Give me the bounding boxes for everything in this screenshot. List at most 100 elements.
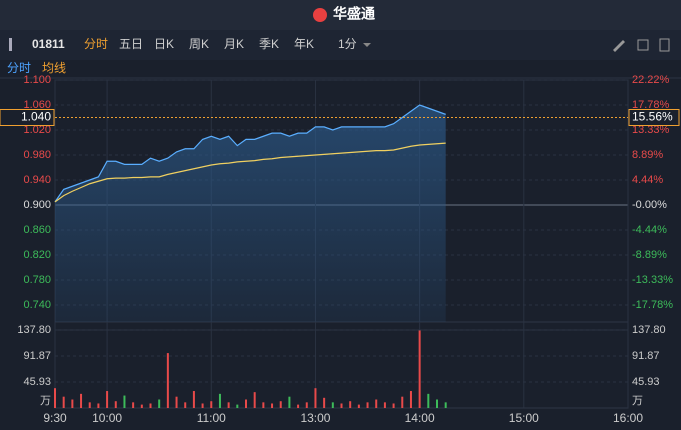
tab[interactable]: 日K [154, 37, 174, 51]
volume-bar [340, 403, 343, 408]
volume-bar [210, 401, 213, 408]
side-icon[interactable] [659, 38, 670, 52]
dropdown-icon[interactable] [363, 43, 371, 47]
y-tick-label: 1.100 [23, 74, 51, 86]
volume-bar [88, 402, 91, 408]
y2-tick-label: 4.44% [632, 174, 663, 186]
volume-tick-label: 137.80 [17, 324, 51, 336]
tab[interactable]: 年K [294, 37, 314, 51]
collapse-icon[interactable] [9, 38, 12, 51]
volume-bar [140, 404, 143, 408]
y2-tick-label: 8.89% [632, 149, 663, 161]
tab[interactable]: 周K [189, 37, 209, 51]
volume-bar [357, 404, 360, 408]
volume-unit: 万 [40, 395, 51, 407]
volume-bar [305, 402, 308, 408]
volume-bar [297, 404, 300, 408]
logo-icon [313, 8, 327, 22]
y-tick-label: 1.060 [23, 99, 51, 111]
x-tick-label: 9:30 [43, 411, 67, 425]
y2-tick-label: -13.33% [632, 274, 673, 286]
volume-tick-label: 45.93 [23, 376, 51, 388]
y-tick-label: 0.940 [23, 174, 51, 186]
volume-bar [236, 404, 239, 408]
volume-bar [288, 396, 291, 408]
y-tick-label: 0.980 [23, 149, 51, 161]
volume-bar [262, 402, 265, 408]
y2-tick-label: -8.89% [632, 249, 667, 261]
toolbar [0, 30, 681, 60]
volume-bar [401, 396, 404, 408]
x-tick-label: 15:00 [509, 411, 539, 425]
volume-bar [331, 402, 334, 408]
volume-bar [132, 402, 135, 408]
y2-tick-label: -17.78% [632, 299, 673, 311]
volume-bar [218, 393, 221, 408]
y2-tick-label: -0.00% [632, 199, 667, 211]
volume-tick-label: 91.87 [23, 350, 51, 362]
volume-bar [392, 403, 395, 408]
y-tick-label: 0.900 [23, 199, 51, 211]
volume-bar [97, 403, 100, 408]
current-change-box [628, 109, 680, 126]
volume-unit-right: 万 [632, 395, 643, 407]
series-line [54, 104, 446, 203]
volume-bar [279, 401, 282, 408]
tab[interactable]: 分时 [84, 37, 108, 51]
volume-bar [271, 403, 274, 408]
volume-tick-label-right: 45.93 [632, 376, 660, 388]
volume-bar [375, 399, 378, 408]
brand: 华盛通 [333, 6, 375, 22]
tab[interactable]: 季K [259, 37, 279, 51]
volume-bar [409, 391, 412, 408]
stock-code: 01811 [32, 37, 65, 51]
volume-bar [418, 330, 421, 408]
volume-bar [427, 393, 430, 408]
x-tick-label: 13:00 [300, 411, 330, 425]
current-price-label: 1.040 [21, 110, 51, 124]
y2-tick-label: 13.33% [632, 124, 670, 136]
tab[interactable]: 月K [224, 37, 244, 51]
edit-icon[interactable] [613, 40, 625, 52]
volume-bar [166, 353, 169, 408]
volume-bar [106, 391, 109, 408]
volume-bar [253, 392, 256, 408]
interval[interactable]: 1分 [338, 37, 357, 51]
y2-tick-label: -4.44% [632, 224, 667, 236]
volume-bar [114, 401, 117, 408]
x-tick-label: 16:00 [613, 411, 643, 425]
volume-bar [245, 399, 247, 408]
volume-bar [444, 402, 447, 408]
y-tick-label: 1.020 [23, 124, 51, 136]
current-change-label: 15.56% [632, 110, 673, 124]
legend-entry: 均线 [42, 61, 66, 75]
top-bar [0, 0, 681, 30]
volume-bar [158, 399, 161, 408]
tab[interactable]: 五日 [119, 37, 143, 51]
y2-tick-label: 22.22% [632, 74, 670, 86]
x-tick-label: 11:00 [197, 411, 226, 425]
y-tick-label: 0.860 [23, 224, 51, 236]
volume-bar [436, 399, 438, 408]
y-tick-label: 0.780 [23, 274, 51, 286]
volume-bar [201, 403, 204, 408]
y-tick-label: 0.820 [23, 249, 51, 261]
volume-bar [71, 399, 74, 408]
series-line [54, 142, 446, 203]
volume-bar [383, 402, 386, 408]
volume-bar [80, 393, 83, 408]
volume-bar [227, 402, 230, 408]
volume-bar [366, 402, 369, 408]
x-tick-label: 14:00 [405, 411, 435, 425]
volume-bar [123, 395, 126, 408]
volume-bar [323, 397, 326, 408]
x-tick-label: 10:00 [92, 411, 122, 425]
volume-bar [175, 396, 178, 408]
volume-bar [54, 388, 56, 408]
volume-bar [349, 401, 352, 408]
y-tick-label: 0.740 [23, 299, 51, 311]
volume-bar [62, 396, 65, 408]
expand-icon[interactable] [637, 39, 649, 51]
volume-bar [149, 403, 152, 408]
